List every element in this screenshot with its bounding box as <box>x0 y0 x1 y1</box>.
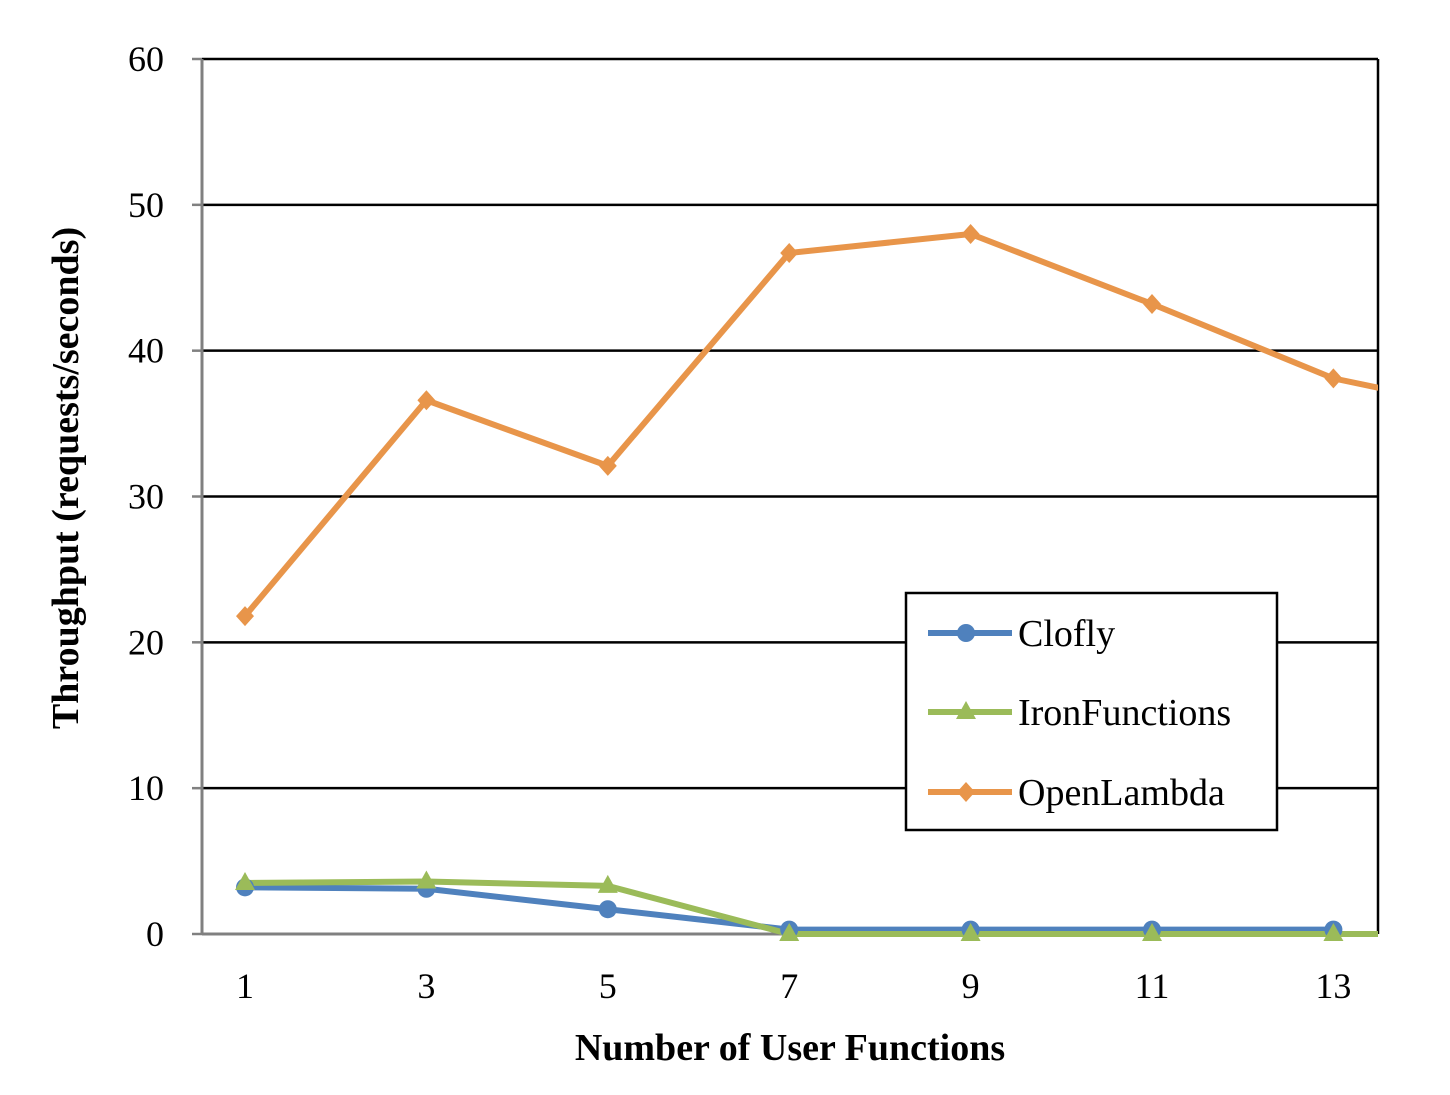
data-point-ironfunctions <box>779 923 800 941</box>
data-point-openlambda <box>780 242 799 263</box>
data-point-ironfunctions <box>1323 923 1344 941</box>
series-line-ironfunctions <box>244 878 1378 937</box>
y-tick-label: 20 <box>128 622 164 662</box>
legend: Clofly IronFunctions OpenLambda <box>904 591 1279 832</box>
legend-item-ironfunctions: IronFunctions <box>928 692 1231 734</box>
x-tick-label: 11 <box>1135 966 1170 1006</box>
data-point-openlambda <box>1324 368 1343 389</box>
x-tick-labels: 1 3 5 7 9 11 13 <box>236 966 1351 1006</box>
x-tick-label: 9 <box>962 966 980 1006</box>
legend-item-clofly: Clofly <box>928 613 1115 655</box>
y-tick-label: 10 <box>128 768 164 808</box>
y-tick-labels: 0 10 20 30 40 50 60 <box>128 39 164 954</box>
gridlines <box>202 57 1380 934</box>
x-tick-label: 3 <box>417 966 435 1006</box>
legend-label: IronFunctions <box>1018 692 1231 734</box>
y-tick-label: 0 <box>146 914 164 954</box>
data-point-ironfunctions <box>960 923 981 941</box>
y-tick-label: 40 <box>128 331 164 371</box>
legend-label: Clofly <box>1018 613 1115 655</box>
data-point-openlambda <box>236 606 254 627</box>
legend-marker <box>957 624 975 642</box>
legend-item-openlambda: OpenLambda <box>928 772 1225 814</box>
legend-marker <box>956 701 976 719</box>
x-tick-label: 1 <box>236 966 254 1006</box>
data-point-openlambda <box>961 224 980 244</box>
data-point-openlambda <box>1143 294 1161 314</box>
data-point-ironfunctions <box>597 874 618 893</box>
data-point-openlambda <box>598 455 617 476</box>
x-tick-label: 7 <box>780 966 798 1006</box>
data-point-openlambda <box>417 390 436 411</box>
data-point-ironfunctions <box>416 870 437 889</box>
x-tick-label: 13 <box>1315 966 1351 1006</box>
legend-marker <box>957 782 975 802</box>
series-markers <box>235 224 1344 941</box>
y-axis-title: Throughput (requests/seconds) <box>45 227 87 729</box>
legend-label: OpenLambda <box>1018 772 1225 814</box>
y-tick-label: 50 <box>128 185 164 225</box>
y-tick-label: 30 <box>128 477 164 517</box>
data-point-ironfunctions <box>1142 923 1162 941</box>
data-point-clofly <box>598 900 617 919</box>
x-axis-title: Number of User Functions <box>575 1027 1005 1069</box>
series-line-openlambda <box>242 231 1378 619</box>
data-point-ironfunctions <box>235 871 255 890</box>
x-tick-label: 5 <box>599 966 617 1006</box>
y-tick-label: 60 <box>128 39 164 79</box>
